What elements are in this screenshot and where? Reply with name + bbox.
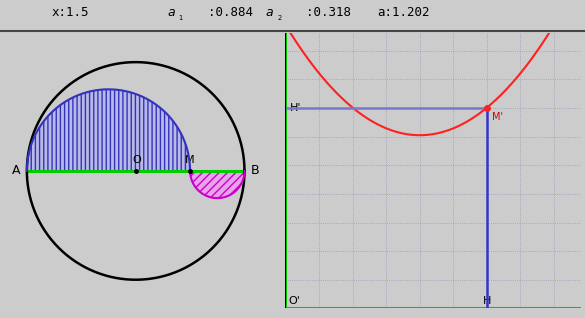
Text: O: O [132,156,141,165]
Text: H': H' [290,103,301,113]
Polygon shape [27,89,190,171]
Text: O': O' [288,296,300,306]
Text: $a$: $a$ [265,6,274,19]
Text: B: B [251,164,260,177]
Text: M: M [185,156,195,165]
Text: $_{2}$: $_{2}$ [277,13,283,23]
Text: M': M' [492,112,503,122]
Text: A: A [12,164,20,177]
Text: :0.884: :0.884 [208,6,253,19]
Text: $_{1}$: $_{1}$ [178,13,184,23]
Text: $a$: $a$ [167,6,176,19]
Text: x:1.5: x:1.5 [51,6,89,19]
Polygon shape [190,171,245,198]
Text: :0.318: :0.318 [306,6,351,19]
Text: H: H [483,296,491,306]
Text: a:1.202: a:1.202 [377,6,430,19]
